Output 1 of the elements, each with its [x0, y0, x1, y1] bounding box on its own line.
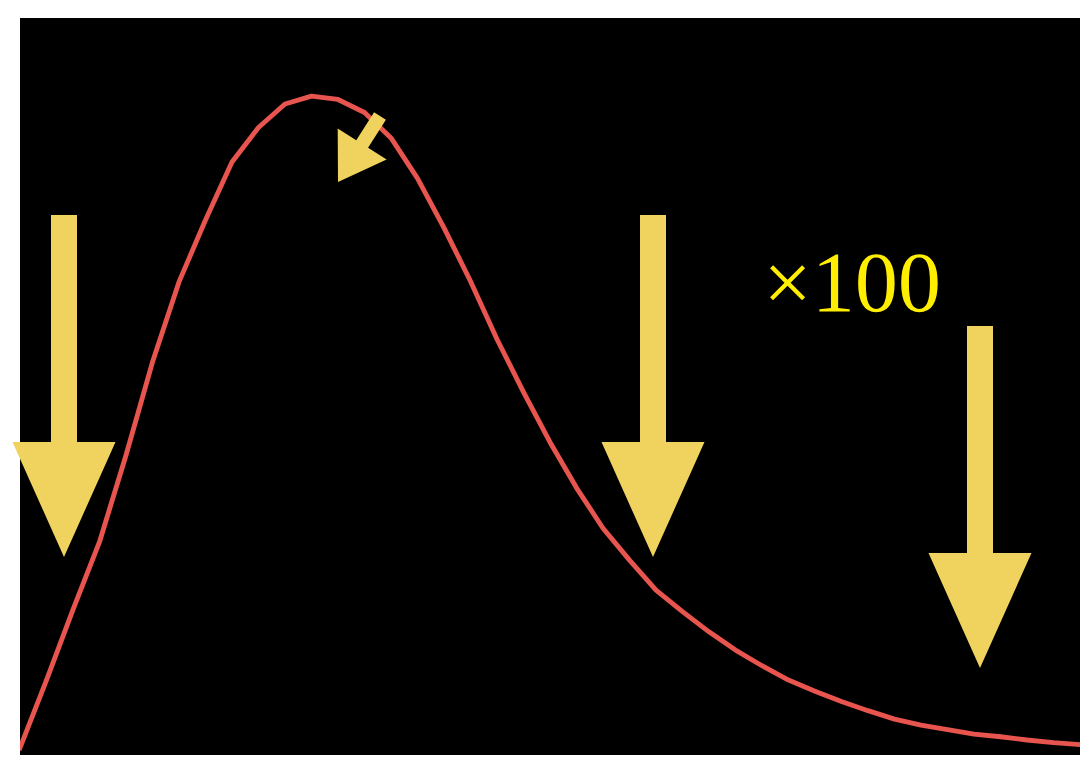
annotation: ×100: [770, 254, 938, 313]
